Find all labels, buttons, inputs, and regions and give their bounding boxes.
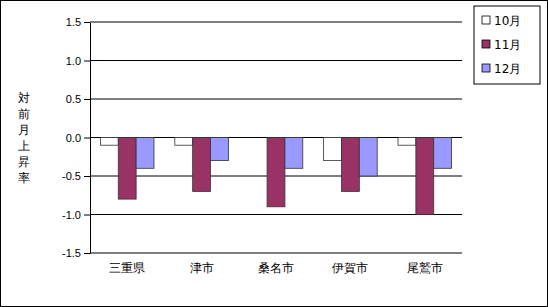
legend-swatch <box>482 64 490 72</box>
grid-line <box>90 22 462 23</box>
x-tick-label: 尾鷲市 <box>407 261 443 275</box>
y-axis-title-char: 昇 <box>18 155 30 169</box>
bar <box>416 138 434 215</box>
y-tick-mark <box>84 215 90 216</box>
grid-line <box>90 60 462 61</box>
y-tick-label: 1.0 <box>66 55 81 67</box>
y-tick-mark <box>84 138 90 139</box>
y-tick-label: 1.5 <box>66 16 81 28</box>
y-tick: 1.0 <box>66 55 90 67</box>
y-tick: 0.0 <box>66 132 90 144</box>
x-tick: 伊賀市 <box>332 253 368 275</box>
y-axis-title-char: 上 <box>18 139 30 153</box>
y-axis-title-char: 前 <box>18 107 30 121</box>
y-tick: 0.5 <box>66 93 90 105</box>
y-tick-label: -0.5 <box>62 170 81 182</box>
y-tick-label: 0.5 <box>66 93 81 105</box>
x-tick-label: 津市 <box>190 261 214 275</box>
x-axis-line <box>91 253 463 254</box>
bar <box>267 138 285 207</box>
plot: -1.5 -1.0 -0.5 0.0 0.5 1.0 1.5 三重県 津市 桑名市 伊賀市 尾鷲市 <box>62 16 462 275</box>
legend-item: 12月 <box>482 62 521 76</box>
y-tick-mark <box>84 22 90 23</box>
grid-line <box>90 99 462 100</box>
y-axis-line <box>90 23 91 254</box>
y-axis-title: 対前月上昇率 <box>18 91 30 185</box>
legend-swatch <box>482 40 490 48</box>
bar <box>193 138 211 192</box>
bar <box>249 137 267 138</box>
x-tick: 三重県 <box>109 253 145 275</box>
bars <box>100 138 451 215</box>
bar <box>100 138 118 146</box>
bar <box>341 138 359 192</box>
bar <box>359 138 377 177</box>
chart-frame <box>1 1 548 307</box>
y-tick-mark <box>84 253 90 254</box>
x-tick: 津市 <box>190 253 214 275</box>
y-tick: 1.5 <box>66 16 90 28</box>
bar <box>211 138 229 161</box>
grid-line <box>90 214 462 215</box>
legend-item: 10月 <box>482 14 521 28</box>
legend-frame <box>474 6 540 84</box>
grid <box>90 22 462 253</box>
y-tick-label: -1.0 <box>62 209 81 221</box>
bar <box>118 138 136 200</box>
legend-label: 10月 <box>494 14 521 28</box>
bar <box>398 138 416 146</box>
y-tick-mark <box>84 61 90 62</box>
bar <box>434 138 452 169</box>
y-axis-title-char: 率 <box>18 171 30 185</box>
legend-swatch <box>482 16 490 24</box>
legend: 10月 11月 12月 <box>474 6 540 84</box>
legend-label: 11月 <box>494 38 521 52</box>
legend-label: 12月 <box>494 62 521 76</box>
x-tick-label: 伊賀市 <box>332 261 368 275</box>
x-tick-label: 桑名市 <box>258 261 294 275</box>
bar <box>175 138 193 146</box>
bar <box>285 138 303 169</box>
x-tick-label: 三重県 <box>109 261 145 275</box>
bar <box>136 138 154 169</box>
y-tick-mark <box>84 99 90 100</box>
x-axis: 三重県 津市 桑名市 伊賀市 尾鷲市 <box>91 253 463 275</box>
y-axis-title-char: 対 <box>18 91 30 105</box>
x-tick: 桑名市 <box>258 253 294 275</box>
y-tick-label: 0.0 <box>66 132 81 144</box>
y-axis-title-char: 月 <box>18 123 30 137</box>
y-tick-label: -1.5 <box>62 247 81 259</box>
y-axis: -1.5 -1.0 -0.5 0.0 0.5 1.0 1.5 <box>62 16 90 259</box>
y-tick: -0.5 <box>62 170 90 182</box>
legend-item: 11月 <box>482 38 521 52</box>
grid-line <box>90 253 462 254</box>
y-tick-mark <box>84 176 90 177</box>
x-tick: 尾鷲市 <box>407 253 443 275</box>
y-tick: -1.5 <box>62 247 90 259</box>
bar <box>324 138 342 161</box>
y-tick: -1.0 <box>62 209 90 221</box>
